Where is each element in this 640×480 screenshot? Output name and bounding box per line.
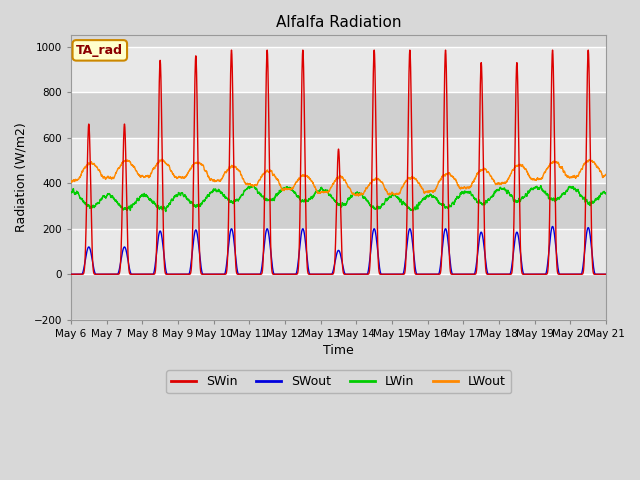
Bar xyxy=(71,274,606,320)
Bar xyxy=(71,138,606,183)
Bar xyxy=(71,229,606,274)
Legend: SWin, SWout, LWin, LWout: SWin, SWout, LWin, LWout xyxy=(166,370,511,393)
Text: TA_rad: TA_rad xyxy=(76,44,124,57)
Bar xyxy=(71,92,606,138)
Title: Alfalfa Radiation: Alfalfa Radiation xyxy=(276,15,401,30)
Bar xyxy=(71,47,606,92)
Bar xyxy=(71,183,606,229)
X-axis label: Time: Time xyxy=(323,344,354,357)
Y-axis label: Radiation (W/m2): Radiation (W/m2) xyxy=(15,123,28,232)
